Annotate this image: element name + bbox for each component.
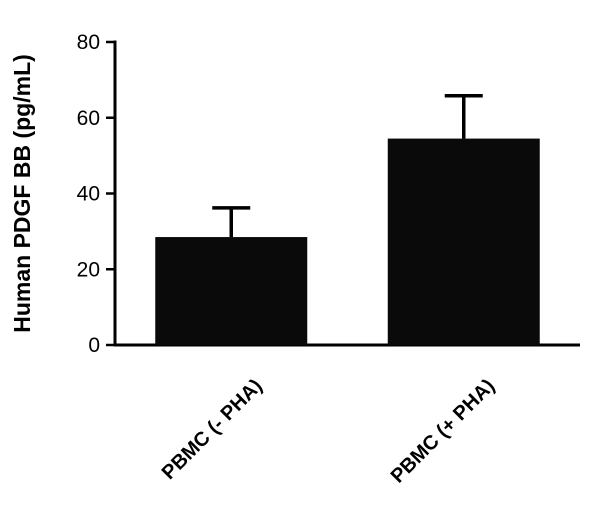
- y-axis-title: Human PDGF BB (pg/mL): [9, 54, 35, 333]
- bar-2: [387, 138, 540, 345]
- y-tick-label: 0: [88, 334, 100, 357]
- y-tick-label: 80: [77, 31, 100, 54]
- y-tick-label: 60: [77, 107, 100, 130]
- y-tick-label: 20: [77, 258, 100, 281]
- bar-1: [155, 237, 308, 345]
- x-tick-label: PBMC (- PHA): [158, 375, 267, 484]
- x-tick-label: PBMC (+ PHA): [387, 375, 500, 488]
- y-tick-label: 40: [77, 183, 100, 206]
